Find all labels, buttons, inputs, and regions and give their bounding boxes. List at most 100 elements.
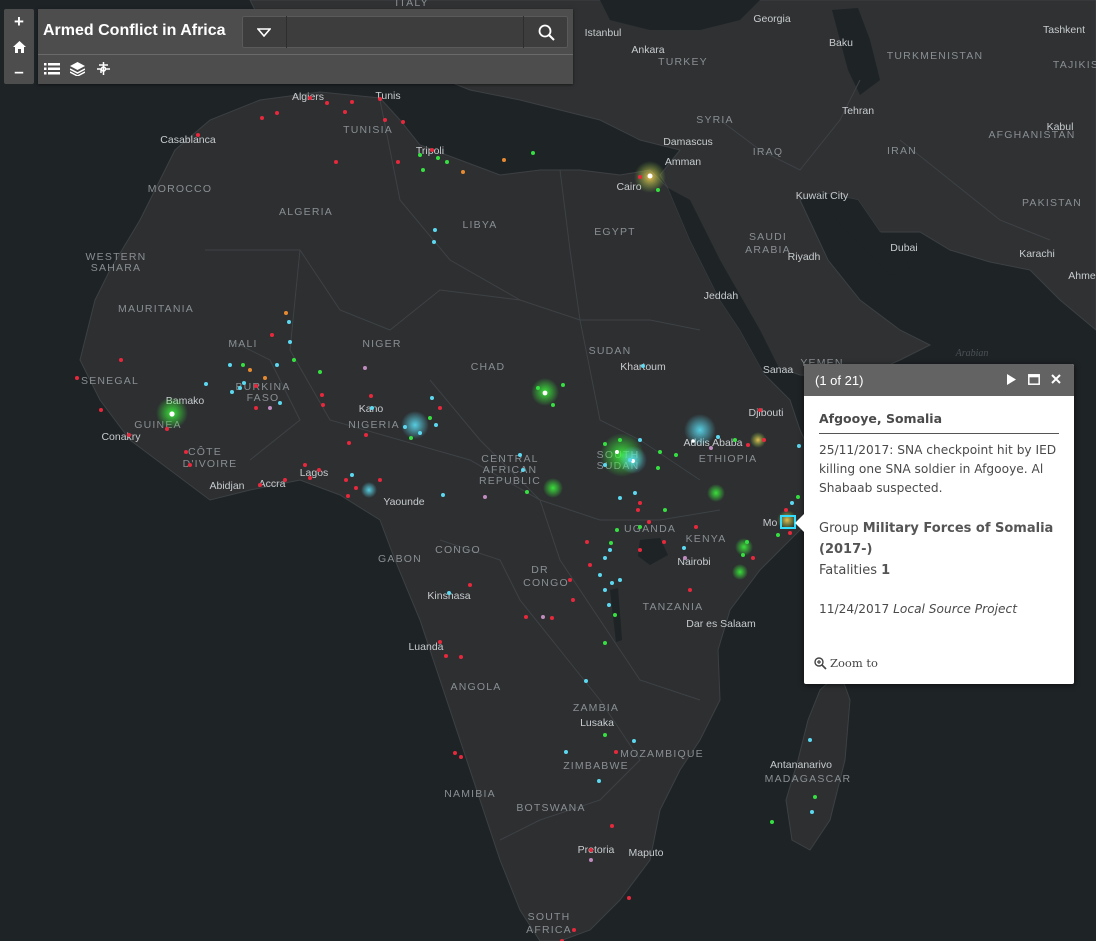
legend-button[interactable] bbox=[43, 60, 60, 77]
conflict-event-point[interactable] bbox=[683, 556, 687, 560]
conflict-event-point[interactable] bbox=[436, 156, 440, 160]
conflict-event-point[interactable] bbox=[432, 240, 436, 244]
layers-button[interactable] bbox=[69, 60, 86, 77]
conflict-event-point[interactable] bbox=[441, 493, 445, 497]
conflict-event-point[interactable] bbox=[647, 520, 651, 524]
conflict-event-point[interactable] bbox=[788, 531, 792, 535]
conflict-event-point[interactable] bbox=[434, 423, 438, 427]
conflict-event-point[interactable] bbox=[430, 148, 434, 152]
conflict-event-point[interactable] bbox=[430, 396, 434, 400]
conflict-event-point[interactable] bbox=[418, 431, 422, 435]
conflict-event-point[interactable] bbox=[127, 433, 131, 437]
conflict-event-point[interactable] bbox=[709, 446, 713, 450]
conflict-event-point[interactable] bbox=[75, 376, 79, 380]
conflict-event-point[interactable] bbox=[536, 386, 540, 390]
conflict-event-point[interactable] bbox=[321, 403, 325, 407]
conflict-event-point[interactable] bbox=[403, 425, 407, 429]
conflict-event-point[interactable] bbox=[378, 478, 382, 482]
conflict-event-point[interactable] bbox=[248, 368, 252, 372]
conflict-event-point[interactable] bbox=[810, 810, 814, 814]
conflict-event-point[interactable] bbox=[790, 501, 794, 505]
conflict-event-point[interactable] bbox=[263, 376, 267, 380]
conflict-event-point[interactable] bbox=[364, 433, 368, 437]
conflict-event-point[interactable] bbox=[292, 358, 296, 362]
conflict-event-point[interactable] bbox=[169, 411, 175, 417]
conflict-event-point[interactable] bbox=[638, 175, 642, 179]
conflict-event-point[interactable] bbox=[238, 386, 242, 390]
conflict-event-point[interactable] bbox=[613, 613, 617, 617]
conflict-event-point[interactable] bbox=[518, 453, 522, 457]
conflict-event-point[interactable] bbox=[618, 438, 622, 442]
conflict-event-point[interactable] bbox=[633, 491, 637, 495]
conflict-event-point[interactable] bbox=[433, 228, 437, 232]
conflict-event-point[interactable] bbox=[254, 406, 258, 410]
conflict-event-point[interactable] bbox=[691, 439, 695, 443]
conflict-event-point[interactable] bbox=[350, 100, 354, 104]
conflict-event-point[interactable] bbox=[521, 468, 525, 472]
conflict-event-point[interactable] bbox=[608, 548, 612, 552]
conflict-event-point[interactable] bbox=[603, 641, 607, 645]
conflict-event-point[interactable] bbox=[564, 750, 568, 754]
conflict-event-point[interactable] bbox=[784, 508, 788, 512]
conflict-event-point[interactable] bbox=[607, 603, 611, 607]
conflict-event-point[interactable] bbox=[627, 896, 631, 900]
conflict-event-point[interactable] bbox=[254, 384, 258, 388]
conflict-event-point[interactable] bbox=[188, 463, 192, 467]
conflict-event-point[interactable] bbox=[682, 546, 686, 550]
conflict-event-point[interactable] bbox=[641, 364, 645, 368]
conflict-event-point[interactable] bbox=[525, 490, 529, 494]
conflict-event-point[interactable] bbox=[638, 525, 642, 529]
maximize-button[interactable] bbox=[1027, 372, 1041, 386]
zoom-to-link[interactable]: Zoom to bbox=[814, 656, 878, 670]
conflict-event-point[interactable] bbox=[383, 118, 387, 122]
conflict-event-point[interactable] bbox=[656, 188, 660, 192]
conflict-event-point[interactable] bbox=[603, 442, 607, 446]
conflict-event-point[interactable] bbox=[308, 96, 312, 100]
conflict-event-point[interactable] bbox=[597, 779, 601, 783]
conflict-event-point[interactable] bbox=[638, 548, 642, 552]
conflict-event-point[interactable] bbox=[421, 168, 425, 172]
conflict-event-point[interactable] bbox=[343, 110, 347, 114]
conflict-event-point[interactable] bbox=[369, 394, 373, 398]
home-button[interactable] bbox=[4, 34, 34, 59]
conflict-event-point[interactable] bbox=[636, 508, 640, 512]
conflict-event-point[interactable] bbox=[531, 151, 535, 155]
conflict-event-point[interactable] bbox=[550, 616, 554, 620]
conflict-event-point[interactable] bbox=[228, 363, 232, 367]
conflict-event-point[interactable] bbox=[242, 381, 246, 385]
conflict-event-point[interactable] bbox=[354, 486, 358, 490]
conflict-event-point[interactable] bbox=[196, 133, 200, 137]
conflict-event-point[interactable] bbox=[278, 401, 282, 405]
conflict-event-point[interactable] bbox=[396, 160, 400, 164]
search-input[interactable] bbox=[288, 19, 522, 47]
next-feature-button[interactable] bbox=[1004, 372, 1018, 386]
conflict-event-point[interactable] bbox=[524, 615, 528, 619]
conflict-event-point[interactable] bbox=[344, 478, 348, 482]
conflict-event-point[interactable] bbox=[447, 591, 451, 595]
conflict-event-point[interactable] bbox=[603, 463, 607, 467]
conflict-event-point[interactable] bbox=[813, 795, 817, 799]
conflict-event-point[interactable] bbox=[745, 540, 749, 544]
conflict-event-point[interactable] bbox=[797, 444, 801, 448]
conflict-event-point[interactable] bbox=[662, 540, 666, 544]
conflict-event-point[interactable] bbox=[618, 578, 622, 582]
conflict-event-point[interactable] bbox=[716, 435, 720, 439]
conflict-event-point[interactable] bbox=[609, 541, 613, 545]
conflict-event-point[interactable] bbox=[270, 333, 274, 337]
conflict-event-point[interactable] bbox=[614, 750, 618, 754]
conflict-event-point[interactable] bbox=[459, 755, 463, 759]
conflict-event-point[interactable] bbox=[618, 496, 622, 500]
zoom-in-button[interactable]: + bbox=[14, 11, 24, 31]
conflict-event-point[interactable] bbox=[165, 427, 169, 431]
conflict-event-point[interactable] bbox=[119, 358, 123, 362]
conflict-event-point[interactable] bbox=[733, 438, 737, 442]
conflict-event-point[interactable] bbox=[325, 101, 329, 105]
conflict-event-point[interactable] bbox=[445, 160, 449, 164]
conflict-event-point[interactable] bbox=[603, 733, 607, 737]
conflict-event-point[interactable] bbox=[275, 111, 279, 115]
conflict-event-point[interactable] bbox=[444, 654, 448, 658]
conflict-event-point[interactable] bbox=[502, 158, 506, 162]
conflict-event-point[interactable] bbox=[438, 640, 442, 644]
conflict-event-point[interactable] bbox=[610, 824, 614, 828]
conflict-event-point[interactable] bbox=[483, 495, 487, 499]
